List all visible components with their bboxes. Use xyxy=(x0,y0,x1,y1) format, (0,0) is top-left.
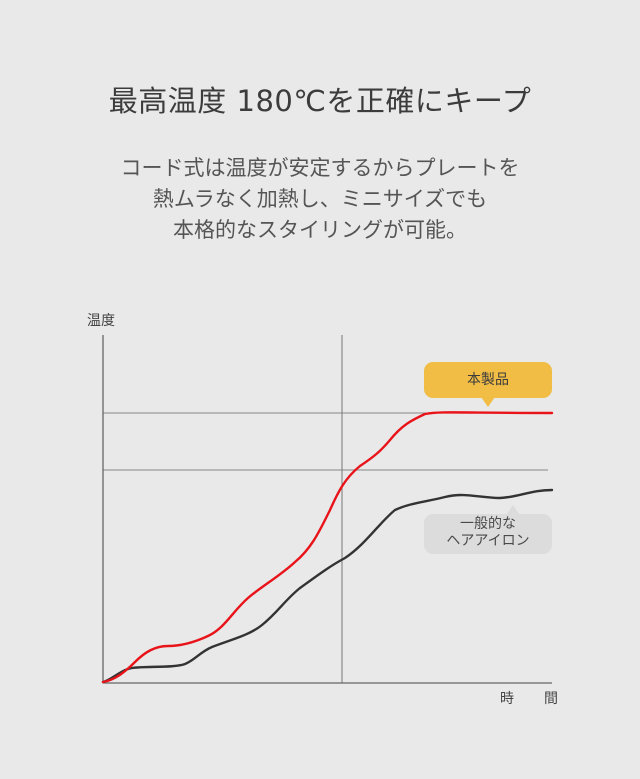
product-label-bubble: 本製品 xyxy=(424,362,552,407)
product-line xyxy=(101,411,554,684)
description-line-3: 本格的なスタイリングが可能。 xyxy=(173,218,467,242)
description: コード式は温度が安定するからプレートを 熱ムラなく加熱し、ミニサイズでも 本格的… xyxy=(0,153,640,246)
product-label: 本製品 xyxy=(467,372,509,388)
page-title: 最高温度 180℃を正確にキープ xyxy=(108,84,532,118)
general-iron-line xyxy=(101,488,554,684)
general-label-line-1: 一般的な xyxy=(460,516,516,532)
general-label-line-2: ヘアアイロン xyxy=(446,533,530,549)
description-line-1: コード式は温度が安定するからプレートを xyxy=(120,156,520,180)
description-line-2: 熱ムラなく加熱し、ミニサイズでも xyxy=(152,187,488,211)
y-axis-label: 温度 xyxy=(87,313,115,329)
x-axis-label: 時 間 xyxy=(500,691,566,707)
general-iron-label-bubble: 一般的な ヘアアイロン xyxy=(424,505,552,554)
